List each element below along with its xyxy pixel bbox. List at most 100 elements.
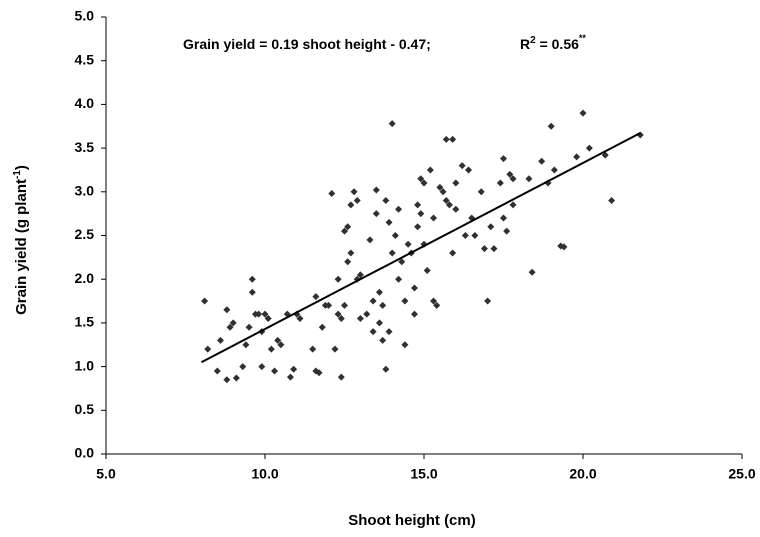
- data-point: [423, 266, 431, 274]
- y-tick-label: 0.0: [75, 445, 95, 461]
- data-point: [449, 135, 457, 143]
- y-title-end: ): [13, 165, 30, 170]
- data-point: [404, 240, 412, 248]
- y-title-main: Grain yield (g plant: [13, 179, 30, 315]
- data-point: [417, 175, 425, 183]
- data-point: [401, 297, 409, 305]
- data-point: [337, 373, 345, 381]
- data-point: [500, 155, 507, 163]
- data-point: [509, 201, 517, 209]
- data-point: [433, 301, 441, 309]
- x-tick-label: 25.0: [728, 466, 755, 482]
- data-point: [388, 249, 396, 257]
- data-point: [226, 323, 234, 331]
- data-point: [420, 179, 428, 187]
- data-point: [312, 293, 320, 301]
- data-point: [201, 297, 209, 305]
- y-tick-label: 3.5: [75, 139, 95, 155]
- data-point: [452, 179, 460, 187]
- data-point: [296, 315, 304, 323]
- data-point: [341, 301, 348, 309]
- data-point: [255, 310, 263, 318]
- data-point: [245, 323, 253, 331]
- data-point: [550, 166, 558, 174]
- y-tick-label: 4.0: [75, 95, 95, 111]
- data-point: [356, 271, 364, 279]
- data-point: [223, 376, 231, 384]
- data-point: [344, 223, 352, 231]
- data-point: [337, 315, 345, 323]
- data-point: [496, 179, 504, 187]
- x-tick-label: 10.0: [251, 466, 278, 482]
- data-point: [325, 301, 333, 309]
- data-point: [385, 328, 393, 336]
- data-point: [528, 268, 536, 276]
- data-point: [318, 323, 326, 331]
- data-point: [410, 310, 418, 318]
- data-point: [353, 197, 361, 205]
- annotation: Grain yield = 0.19 shoot height - 0.47; R…: [183, 33, 586, 51]
- data-point: [395, 205, 403, 213]
- data-point: [436, 183, 444, 191]
- data-point: [347, 201, 355, 209]
- data-point: [426, 166, 434, 174]
- data-point: [379, 336, 387, 344]
- data-point: [471, 232, 479, 239]
- r-superscript: 2: [530, 35, 536, 46]
- data-point: [560, 243, 568, 251]
- y-title-sup: -1: [12, 170, 23, 179]
- significance: **: [579, 33, 587, 43]
- data-point: [223, 306, 231, 314]
- data-point: [375, 319, 383, 327]
- data-point: [461, 232, 469, 239]
- data-point: [261, 310, 269, 318]
- y-tick-label: 4.5: [75, 51, 95, 67]
- y-tick-label: 1.0: [75, 357, 95, 373]
- data-point: [216, 336, 224, 344]
- data-point: [458, 162, 466, 170]
- data-point: [258, 363, 266, 371]
- data-point: [585, 144, 593, 152]
- data-point: [366, 236, 374, 244]
- data-point: [500, 214, 507, 222]
- data-point: [449, 249, 457, 257]
- data-point: [430, 214, 438, 222]
- data-point: [328, 190, 336, 198]
- data-point: [248, 275, 256, 283]
- data-point: [385, 218, 393, 226]
- data-point: [401, 341, 409, 349]
- x-tick-label: 5.0: [96, 466, 116, 482]
- data-point: [538, 157, 546, 165]
- data-point: [309, 345, 317, 353]
- data-point: [430, 297, 438, 305]
- data-point: [277, 341, 285, 349]
- data-point: [579, 109, 587, 117]
- data-point: [271, 367, 279, 375]
- r-value: = 0.56: [536, 36, 579, 52]
- data-point: [484, 297, 492, 305]
- data-point: [242, 341, 250, 349]
- data-point: [608, 197, 616, 205]
- x-tick-label: 20.0: [569, 466, 596, 482]
- data-point: [286, 373, 294, 381]
- data-point: [573, 153, 581, 161]
- y-tick-label: 5.0: [75, 8, 95, 24]
- data-point: [334, 275, 342, 283]
- data-point: [382, 197, 390, 205]
- trendline: [200, 132, 641, 364]
- data-point: [369, 297, 377, 305]
- data-point: [229, 319, 237, 327]
- data-point: [369, 328, 377, 336]
- data-point: [375, 288, 383, 296]
- data-point: [391, 232, 399, 239]
- data-point: [315, 369, 323, 377]
- y-tick-label: 0.5: [75, 401, 95, 417]
- data-point: [487, 223, 495, 231]
- data-point: [442, 135, 450, 143]
- y-tick-label: 3.0: [75, 183, 95, 199]
- data-point: [442, 197, 450, 205]
- data-point: [382, 365, 390, 373]
- data-point: [506, 170, 514, 178]
- data-point: [290, 365, 298, 373]
